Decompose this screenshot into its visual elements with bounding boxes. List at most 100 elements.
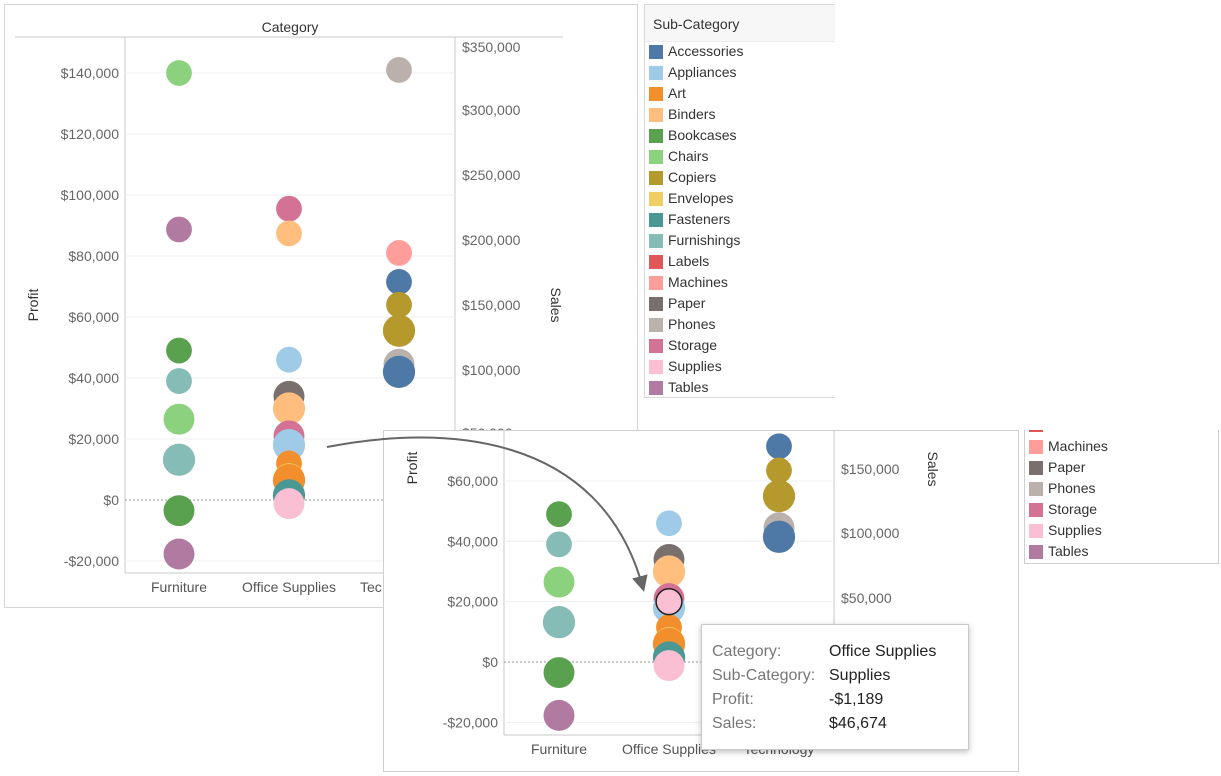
data-point-furnishings[interactable] [166,368,192,394]
legend-swatch [1029,440,1043,454]
legend-swatch [649,297,663,311]
y-tick-label: $20,000 [447,594,498,610]
x-category-label: Office Supplies [242,579,336,595]
y2-tick-label: $200,000 [462,232,521,248]
legend-label: Appliances [668,64,737,80]
legend-swatch [649,150,663,164]
data-point-tables[interactable] [163,538,195,570]
legend-swatch [649,318,663,332]
x-category-label: Furniture [531,741,587,757]
legend-swatch [649,66,663,80]
legend-label: Supplies [668,358,722,374]
legend-label: Paper [668,295,706,311]
data-point-storage[interactable] [276,195,302,222]
data-point-tables[interactable] [166,216,192,243]
data-point-phones[interactable] [386,57,412,83]
data-point-copiers[interactable] [382,314,416,347]
legend-swatch [1029,482,1043,496]
data-point-copiers[interactable] [386,291,412,318]
data-point-binders[interactable] [272,392,306,425]
legend-swatch [649,339,663,353]
legend-header: Sub-Category [645,5,835,42]
legend-label: Binders [668,106,716,122]
y-tick-label: $140,000 [61,65,120,81]
legend-label: Furnishings [668,232,741,248]
data-point-supplies[interactable] [653,650,685,682]
data-point-furnishings[interactable] [546,531,572,558]
zoomed-legend: Machines Paper Phones Storage Supplies Tables [1024,430,1219,564]
legend-label: Supplies [1048,522,1102,538]
tooltip: Category: Office Supplies Sub-Category: … [701,624,969,750]
y2-axis-title: Sales [925,451,941,486]
data-point-bookcases[interactable] [546,501,572,528]
data-point-chairs[interactable] [166,60,192,86]
legend-swatch [649,87,663,101]
data-point-furnishings[interactable] [542,606,576,639]
main-chart-panel: Category -$20,000 $0 $20,000 $40,000 $60,000 $… [4,4,638,608]
y-axis-title: Profit [404,452,420,485]
data-point-binders[interactable] [652,555,686,588]
y2-tick-label: $150,000 [841,461,900,477]
data-point-copiers[interactable] [766,457,792,484]
data-point-bookcases[interactable] [166,337,192,364]
data-point-accessories[interactable] [762,520,796,553]
legend-swatch-partial [1029,430,1043,432]
chart-title: Category [262,19,319,35]
data-point-copiers[interactable] [762,479,796,513]
y-tick-label: $80,000 [68,248,119,264]
y-tick-label: $40,000 [68,370,119,386]
legend-swatch [649,255,663,269]
y-tick-label: $100,000 [61,187,120,203]
y2-axis-title: Sales [548,287,564,322]
data-point-bookcases[interactable] [163,495,195,527]
y-tick-label: -$20,000 [443,714,498,730]
data-point-appliances[interactable] [272,428,306,462]
data-point-accessories[interactable] [386,269,412,295]
data-point-supplies[interactable] [655,588,683,616]
data-point-chairs[interactable] [163,403,195,435]
y2-tick-label: $100,000 [462,362,521,378]
data-point-machines[interactable] [386,240,412,266]
data-point-appliances[interactable] [276,346,302,373]
legend-label: Paper [1048,459,1086,475]
legend-label: Accessories [668,43,744,59]
legend-label: Storage [1048,501,1098,517]
tooltip-key: Category: [712,643,782,660]
legend-swatch [649,381,663,395]
y2-tick-label: $300,000 [462,102,521,118]
legend-swatch [1029,545,1043,559]
legend-label: Labels [668,253,710,269]
legend-title: Sub-Category [653,16,740,32]
legend-label: Machines [668,274,728,290]
y2-tick-label: $150,000 [462,297,521,313]
legend-swatch [1029,461,1043,475]
legend-label: Copiers [668,169,717,185]
legend-swatch [649,45,663,59]
legend-label: Machines [1048,438,1108,454]
data-point-tables[interactable] [543,699,575,731]
y-tick-label: $20,000 [68,431,119,447]
tooltip-key: Sales: [712,715,757,732]
legend-swatch [649,234,663,248]
data-point-furnishings[interactable] [162,443,196,476]
y-tick-label: $120,000 [61,126,120,142]
y2-tick-label: $250,000 [462,167,521,183]
tooltip-value: $46,674 [829,715,887,732]
data-point-accessories[interactable] [382,355,416,389]
data-point-appliances[interactable] [656,510,682,537]
y2-tick-label: $100,000 [841,525,900,541]
data-point-binders[interactable] [276,220,302,247]
legend-swatch [649,192,663,206]
data-point-accessories[interactable] [766,433,792,460]
data-point-bookcases[interactable] [543,657,575,689]
legend-swatch [649,360,663,374]
legend-swatch [1029,503,1043,517]
data-point-chairs[interactable] [543,566,575,598]
legend-label: Envelopes [668,190,734,206]
x-category-label: Furniture [151,579,207,595]
data-point-supplies[interactable] [273,488,305,520]
y-tick-label: -$20,000 [64,553,119,569]
legend-label: Chairs [668,148,709,164]
legend-label: Phones [1048,480,1096,496]
main-scatter-chart[interactable]: Category -$20,000 $0 $20,000 $40,000 $60,000 $… [5,5,637,607]
